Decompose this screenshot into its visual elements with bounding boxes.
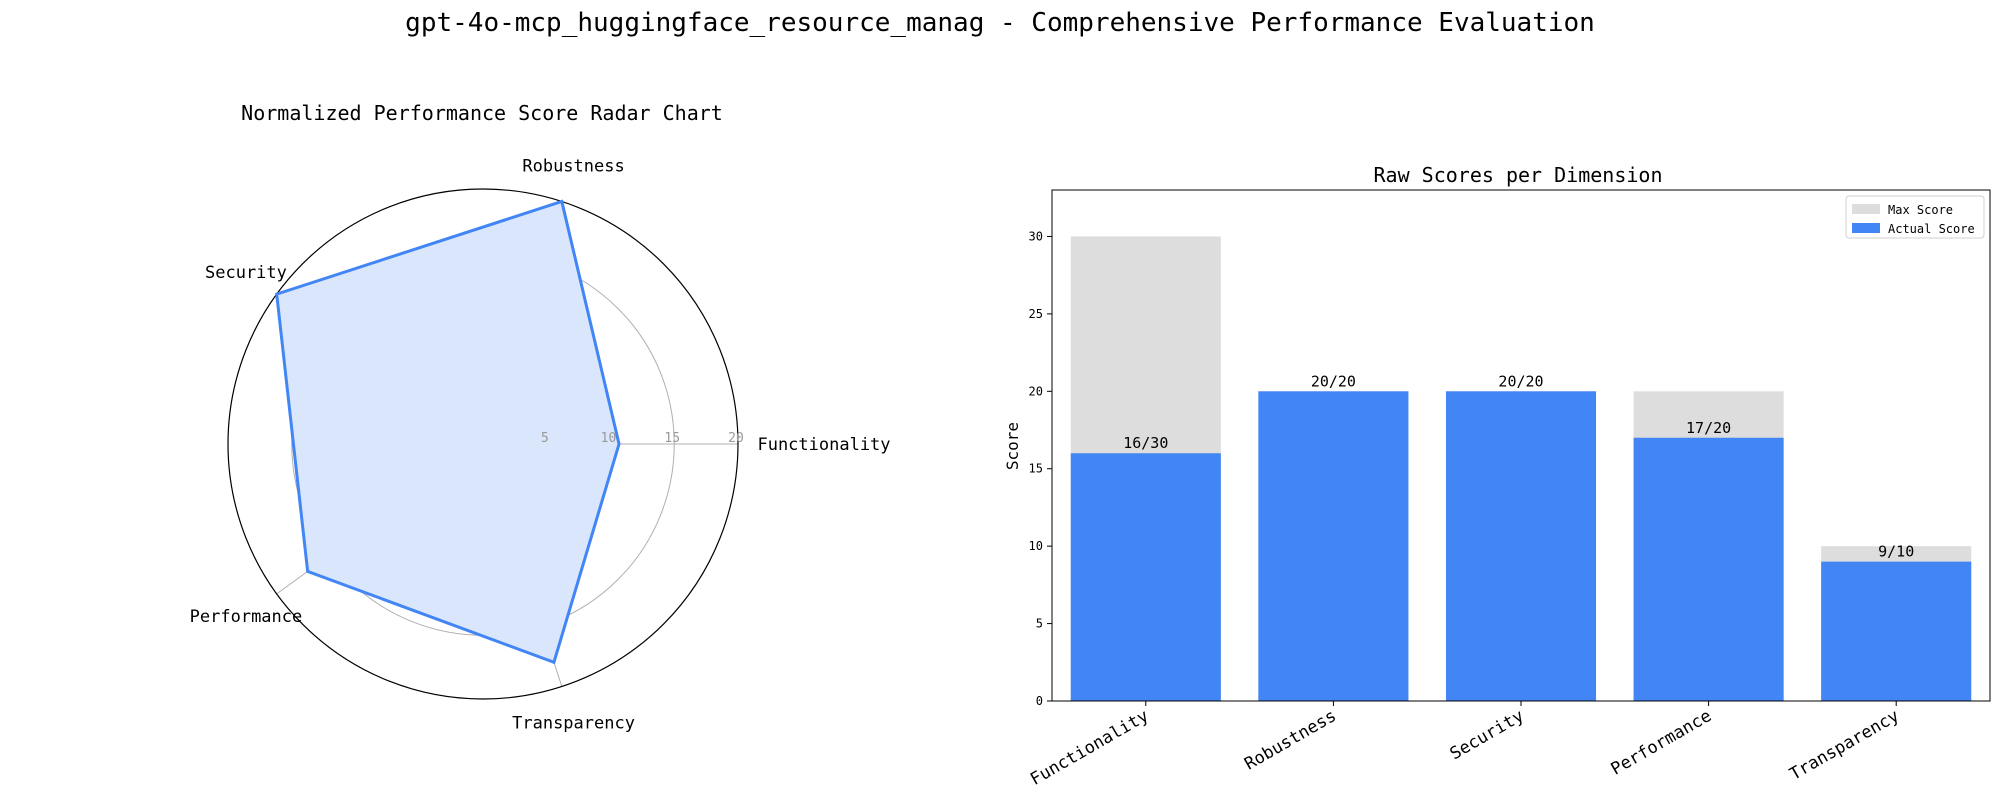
legend-swatch-actual-score bbox=[1852, 223, 1880, 233]
actual-score-bar-functionality bbox=[1070, 453, 1221, 701]
bar-chart-frame bbox=[1051, 189, 1991, 702]
y-tick-label-0: 0 bbox=[1036, 694, 1043, 708]
radar-radial-tick-20: 20 bbox=[728, 431, 744, 446]
radar-category-labels: Functionality Robustness Security Performan… bbox=[190, 156, 891, 733]
bar-chart-y-axis: 0 5 10 15 20 25 30 bbox=[1029, 229, 1052, 708]
y-tick-label-25: 25 bbox=[1029, 307, 1043, 321]
figure-title: gpt-4o-mcp_huggingface_resource_manag - … bbox=[405, 8, 1595, 38]
bar-data-label-functionality: 16/30 bbox=[1123, 434, 1168, 452]
x-tick-label-robustness: Robustness bbox=[1241, 706, 1340, 775]
radar-radial-tick-10: 10 bbox=[601, 431, 617, 446]
radar-category-label-robustness: Robustness bbox=[522, 156, 624, 176]
radar-outer-frame bbox=[227, 188, 739, 700]
radar-radial-tick-5: 5 bbox=[541, 431, 549, 446]
radar-category-label-performance: Performance bbox=[190, 607, 303, 627]
actual-score-bar-transparency bbox=[1821, 561, 1972, 701]
x-tick-label-functionality: Functionality bbox=[1027, 706, 1152, 790]
radar-radial-tick-15: 15 bbox=[664, 431, 680, 446]
y-tick-label-30: 30 bbox=[1029, 229, 1043, 243]
radar-chart-title: Normalized Performance Score Radar Chart bbox=[241, 101, 723, 125]
radar-category-label-functionality: Functionality bbox=[757, 435, 890, 455]
radar-chart: Normalized Performance Score Radar Chart… bbox=[190, 101, 891, 734]
bar-chart-x-axis: Functionality Robustness Security Performan… bbox=[1027, 701, 1903, 790]
radar-series-area bbox=[275, 199, 621, 665]
radar-category-label-security: Security bbox=[205, 263, 287, 283]
bar-data-label-security: 20/20 bbox=[1498, 372, 1543, 390]
actual-score-bar-security bbox=[1445, 391, 1597, 701]
legend-swatch-max-score bbox=[1852, 204, 1880, 214]
bar-chart-data-labels: 16/30 20/20 20/20 17/20 9/10 bbox=[1123, 372, 1914, 560]
legend-label-actual-score: Actual Score bbox=[1888, 222, 1975, 236]
radar-category-label-transparency: Transparency bbox=[512, 714, 635, 734]
bar-chart-legend: Max Score Actual Score bbox=[1845, 195, 1985, 239]
actual-score-bar-robustness bbox=[1258, 391, 1409, 701]
radar-radial-tick-labels: 5 10 15 20 bbox=[541, 431, 744, 446]
legend-box bbox=[1845, 195, 1985, 239]
bar-data-label-performance: 17/20 bbox=[1686, 419, 1731, 437]
bar-chart-bars bbox=[1070, 236, 1972, 702]
bar-chart-title: Raw Scores per Dimension bbox=[1374, 163, 1663, 187]
actual-score-bar-performance bbox=[1633, 437, 1784, 701]
x-tick-label-security: Security bbox=[1447, 706, 1528, 764]
y-tick-label-5: 5 bbox=[1036, 617, 1043, 631]
y-tick-label-10: 10 bbox=[1029, 539, 1043, 553]
legend-label-max-score: Max Score bbox=[1888, 203, 1953, 217]
y-tick-label-15: 15 bbox=[1029, 462, 1043, 476]
bar-data-label-robustness: 20/20 bbox=[1311, 372, 1356, 390]
bar-chart-y-axis-label: Score bbox=[1003, 422, 1022, 470]
bar-chart: Raw Scores per Dimension Score 0 5 10 15 20 2… bbox=[1003, 163, 1991, 790]
y-tick-label-20: 20 bbox=[1029, 384, 1043, 398]
x-tick-label-transparency: Transparency bbox=[1786, 706, 1902, 785]
bar-data-label-transparency: 9/10 bbox=[1878, 543, 1914, 561]
x-tick-label-performance: Performance bbox=[1608, 706, 1716, 780]
